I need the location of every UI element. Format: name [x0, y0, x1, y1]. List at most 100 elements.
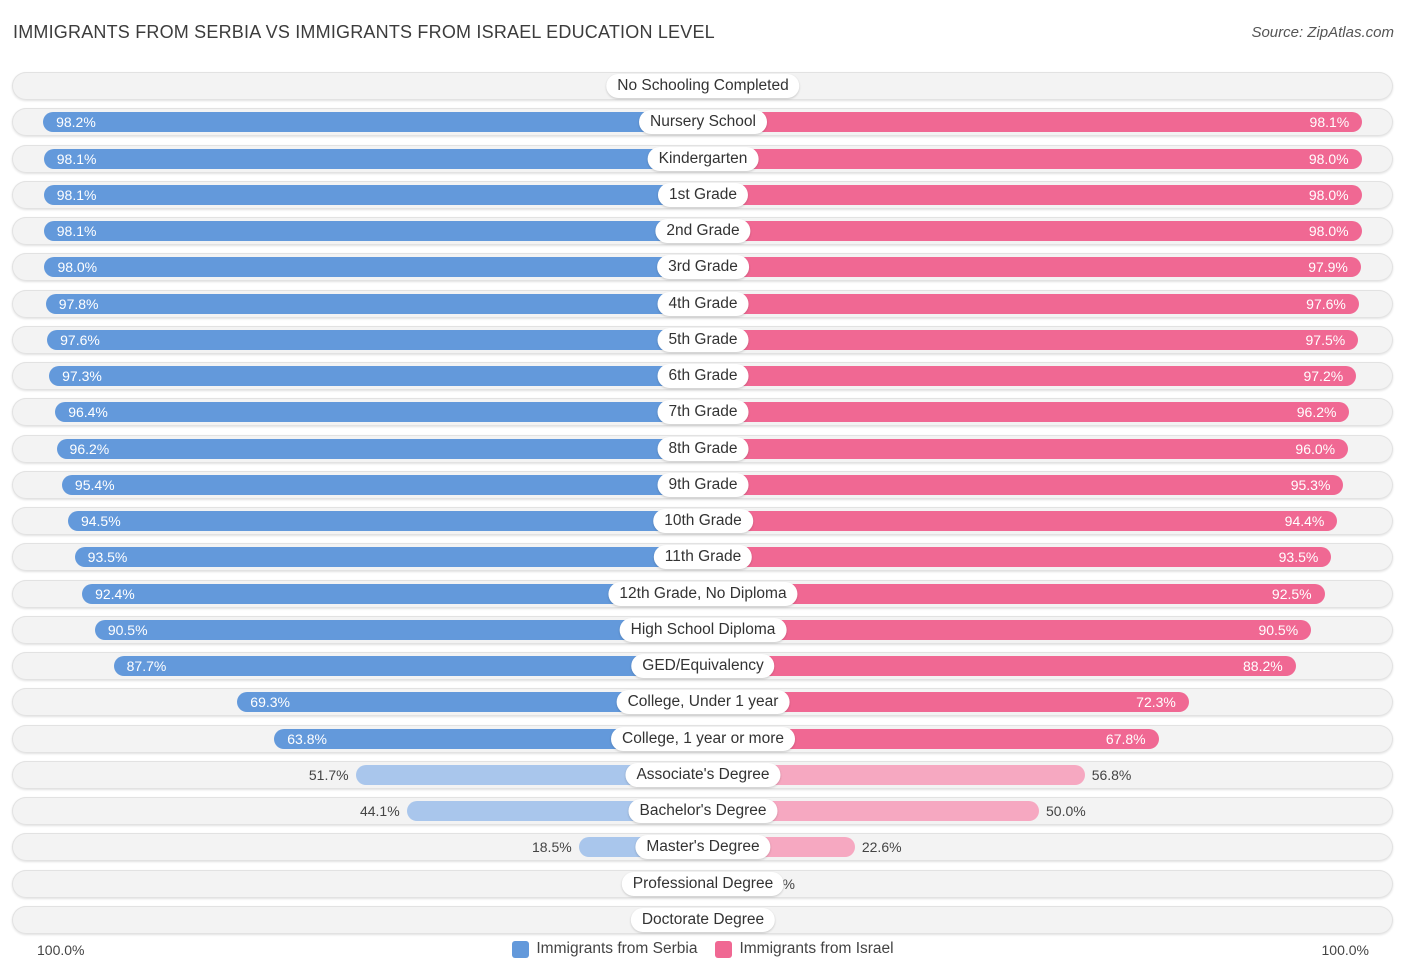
bar-israel[interactable]	[703, 402, 1350, 423]
value-label-israel: 95.3%	[1290, 476, 1331, 493]
chart-title: IMMIGRANTS FROM SERBIA VS IMMIGRANTS FRO…	[13, 22, 715, 42]
category-label: 8th Grade	[657, 436, 749, 461]
bar-israel[interactable]	[703, 583, 1325, 604]
value-label-israel: 94.4%	[1284, 513, 1325, 529]
bar-israel[interactable]	[703, 148, 1362, 169]
bar-israel[interactable]	[703, 221, 1362, 241]
legend-label-israel: Immigrants from Israel	[739, 940, 894, 957]
legend-swatch-israel	[715, 940, 733, 958]
category-label: Master's Degree	[635, 835, 771, 860]
category-label: 3rd Grade	[657, 255, 749, 280]
bar-israel[interactable]	[703, 728, 1159, 749]
value-label-serbia: 98.0%	[57, 259, 98, 276]
category-label: College, 1 year or more	[611, 726, 795, 751]
value-label-israel: 96.0%	[1295, 440, 1336, 457]
bar-israel[interactable]	[703, 184, 1362, 205]
value-label-israel: 67.8%	[1105, 730, 1146, 747]
legend-label-serbia: Immigrants from Serbia	[536, 940, 698, 957]
bar-serbia[interactable]	[274, 728, 703, 749]
bar-serbia[interactable]	[43, 112, 703, 133]
value-label-israel: 97.6%	[1306, 295, 1346, 312]
category-label: 11th Grade	[653, 545, 753, 570]
value-label-israel: 88.2%	[1243, 658, 1283, 674]
bar-serbia[interactable]	[74, 547, 703, 568]
category-label: 12th Grade, No Diploma	[608, 581, 798, 606]
axis-right-label: 100.0%	[1321, 942, 1369, 958]
value-label-israel: 96.2%	[1296, 404, 1337, 421]
category-label: Doctorate Degree	[630, 907, 776, 932]
value-label-serbia: 97.6%	[60, 331, 100, 348]
category-label: Bachelor's Degree	[628, 799, 778, 823]
category-label: Professional Degree	[621, 871, 785, 896]
value-label-serbia: 98.1%	[56, 223, 97, 239]
value-label-serbia: 96.4%	[68, 404, 108, 421]
axis-left-label: 100.0%	[37, 942, 85, 958]
category-label: Kindergarten	[647, 146, 759, 171]
category-label: High School Diploma	[619, 617, 787, 642]
bar-israel[interactable]	[703, 547, 1332, 568]
category-label: Associate's Degree	[625, 762, 781, 787]
value-label-serbia: 18.5%	[531, 839, 572, 856]
value-label-israel: 97.2%	[1303, 368, 1344, 384]
bar-serbia[interactable]	[55, 402, 703, 423]
category-label: 1st Grade	[657, 182, 749, 207]
bar-serbia[interactable]	[61, 474, 703, 495]
bar-serbia[interactable]	[47, 329, 703, 350]
value-label-israel: 90.5%	[1258, 621, 1299, 638]
bar-israel[interactable]	[703, 801, 1039, 821]
bar-israel[interactable]	[703, 293, 1359, 314]
bar-israel[interactable]	[703, 511, 1338, 531]
value-label-serbia: 98.1%	[56, 186, 97, 203]
value-label-serbia: 87.7%	[126, 658, 167, 674]
bar-serbia[interactable]	[49, 366, 703, 386]
bar-israel[interactable]	[703, 112, 1363, 133]
bar-israel[interactable]	[703, 329, 1359, 350]
value-label-serbia: 95.4%	[74, 476, 115, 493]
category-label: 6th Grade	[657, 364, 749, 388]
value-label-serbia: 98.1%	[56, 150, 97, 167]
bar-serbia[interactable]	[44, 257, 703, 278]
bar-serbia[interactable]	[45, 293, 703, 314]
bar-serbia[interactable]	[43, 184, 703, 205]
bar-serbia[interactable]	[43, 221, 703, 241]
value-label-serbia: 96.2%	[69, 440, 110, 457]
bar-serbia[interactable]	[82, 583, 703, 604]
legend-swatch-serbia	[512, 940, 530, 958]
bar-serbia[interactable]	[355, 764, 703, 785]
bar-serbia[interactable]	[237, 692, 703, 713]
category-label: College, Under 1 year	[616, 690, 790, 715]
value-label-israel: 98.0%	[1308, 150, 1349, 167]
source-credit: Source: ZipAtlas.com	[1251, 24, 1394, 41]
value-label-serbia: 93.5%	[87, 549, 128, 566]
value-label-serbia: 69.3%	[250, 694, 290, 711]
bar-israel[interactable]	[703, 438, 1349, 459]
value-label-israel: 72.3%	[1136, 694, 1176, 711]
value-label-serbia: 51.7%	[308, 766, 349, 783]
value-label-serbia: 90.5%	[107, 621, 148, 638]
bar-israel[interactable]	[703, 656, 1296, 676]
bar-serbia[interactable]	[43, 148, 703, 169]
bar-serbia[interactable]	[113, 656, 703, 676]
value-label-serbia: 44.1%	[359, 803, 400, 819]
bar-israel[interactable]	[703, 619, 1312, 640]
bar-israel[interactable]	[703, 764, 1085, 785]
value-label-serbia: 94.5%	[80, 513, 121, 529]
bar-israel[interactable]	[703, 692, 1189, 713]
category-label: 7th Grade	[657, 400, 749, 425]
value-label-serbia: 92.4%	[95, 585, 135, 602]
category-label: Nursery School	[639, 110, 767, 135]
bar-serbia[interactable]	[94, 619, 703, 640]
bar-israel[interactable]	[703, 257, 1361, 278]
legend-item-serbia[interactable]: Immigrants from Serbia	[512, 940, 697, 958]
bar-israel[interactable]	[703, 474, 1344, 495]
bar-serbia[interactable]	[56, 438, 703, 459]
value-label-israel: 97.9%	[1308, 259, 1348, 276]
legend-item-israel[interactable]: Immigrants from Israel	[715, 940, 894, 958]
category-label: 5th Grade	[657, 327, 749, 352]
bar-israel[interactable]	[703, 366, 1357, 386]
category-label: 2nd Grade	[655, 219, 751, 243]
value-label-israel: 56.8%	[1091, 766, 1132, 783]
bar-serbia[interactable]	[67, 511, 703, 531]
value-label-israel: 93.5%	[1278, 549, 1319, 566]
